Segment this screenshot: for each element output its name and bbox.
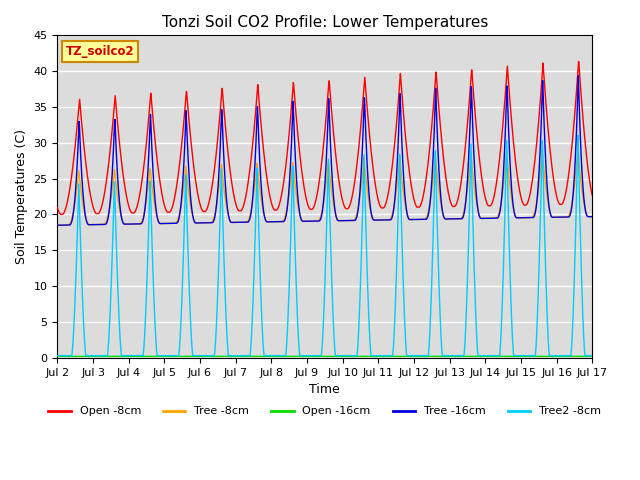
Text: TZ_soilco2: TZ_soilco2 [65,45,134,58]
Title: Tonzi Soil CO2 Profile: Lower Temperatures: Tonzi Soil CO2 Profile: Lower Temperatur… [162,15,488,30]
Legend: Open -8cm, Tree -8cm, Open -16cm, Tree -16cm, Tree2 -8cm: Open -8cm, Tree -8cm, Open -16cm, Tree -… [44,402,605,421]
Y-axis label: Soil Temperatures (C): Soil Temperatures (C) [15,129,28,264]
X-axis label: Time: Time [309,383,340,396]
